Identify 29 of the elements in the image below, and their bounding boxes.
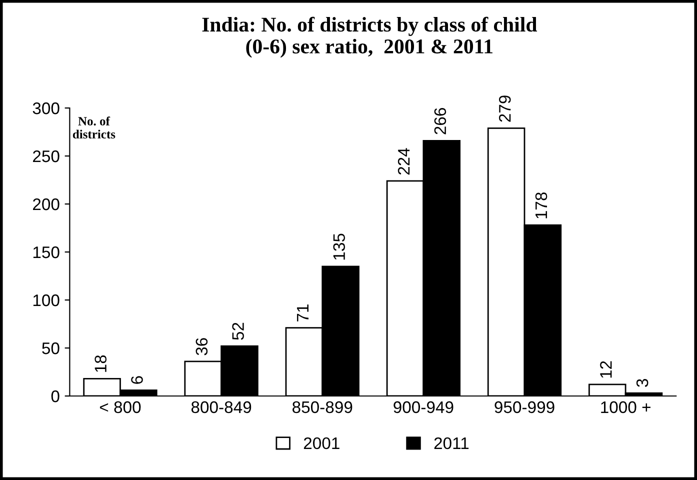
x-tick-label: 900-949 <box>394 401 454 414</box>
data-label: 6 <box>131 376 143 384</box>
data-label: 178 <box>535 192 548 218</box>
data-label: 3 <box>636 379 648 387</box>
data-label: 266 <box>434 108 446 134</box>
y-tick-label: 150 <box>33 246 60 258</box>
legend-label: 2011 <box>434 437 469 450</box>
data-label: 52 <box>232 322 244 340</box>
y-axis-title: No. of districts <box>72 116 116 139</box>
chart-title: India: No. of districts by class of child (0-6) sex ratio, 2001 & 2011 <box>202 16 538 58</box>
data-label: 279 <box>498 96 511 122</box>
y-tick-label: 50 <box>42 342 60 354</box>
y-tick-label: 250 <box>33 150 60 162</box>
x-tick-label: 1000 + <box>601 401 650 414</box>
data-label: 36 <box>196 338 208 356</box>
x-tick-label: 850-899 <box>292 401 352 414</box>
data-label: 71 <box>297 304 308 322</box>
y-tick-label: 100 <box>33 294 60 306</box>
data-label: 18 <box>94 355 107 372</box>
x-tick-label: < 800 <box>100 401 141 414</box>
x-tick-label: 950-999 <box>494 401 554 414</box>
data-label: 12 <box>600 361 612 378</box>
y-tick-label: 200 <box>33 198 60 210</box>
y-tick-label: 300 <box>32 102 60 114</box>
legend-label: 2001 <box>304 437 340 450</box>
data-label: 224 <box>398 148 410 175</box>
x-tick-label: 800-849 <box>191 401 252 414</box>
data-label: 135 <box>333 234 346 260</box>
y-tick-label: 0 <box>51 390 60 402</box>
